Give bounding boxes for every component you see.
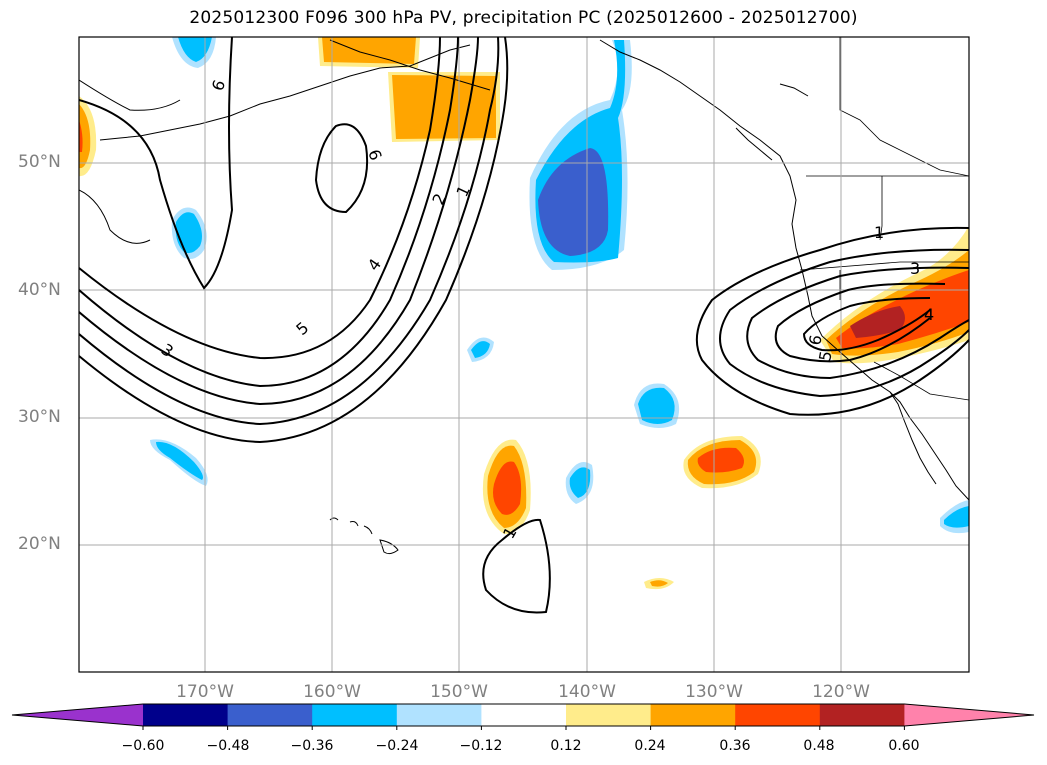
coastlines bbox=[99, 39, 969, 501]
colorbar-tick-label: 0.36 bbox=[719, 738, 751, 754]
colorbar-segment bbox=[819, 704, 905, 726]
lat-label: 20°N bbox=[18, 534, 61, 554]
contour-label: 6 bbox=[364, 147, 385, 163]
lat-label: 40°N bbox=[18, 280, 61, 300]
lon-label: 160°W bbox=[303, 682, 361, 702]
colorbar-tick-label: −0.48 bbox=[206, 738, 250, 754]
colorbar-segment bbox=[312, 704, 398, 726]
contour-labels: 6 6 2 1 4 5 3 1 3 4 6 5 1 bbox=[158, 77, 934, 542]
contour-label: 5 bbox=[292, 318, 312, 339]
contour-label: 4 bbox=[924, 305, 934, 324]
contour-label: 1 bbox=[452, 182, 474, 199]
lat-label: 50°N bbox=[18, 152, 61, 172]
colorbar-segment bbox=[396, 704, 482, 726]
contour-label: 4 bbox=[364, 255, 385, 274]
islands bbox=[329, 517, 399, 555]
colorbar-segment bbox=[735, 704, 821, 726]
contour-label: 1 bbox=[874, 223, 884, 242]
lon-label: 130°W bbox=[685, 682, 743, 702]
colorbar-segment bbox=[650, 704, 736, 726]
lat-label: 30°N bbox=[18, 407, 61, 427]
colorbar-segment bbox=[143, 704, 229, 726]
colorbar-tick-label: 0.24 bbox=[634, 738, 666, 754]
colorbar-segment bbox=[566, 704, 652, 726]
lon-label: 140°W bbox=[558, 682, 616, 702]
contour-label: 3 bbox=[910, 259, 920, 278]
graticule bbox=[79, 37, 969, 672]
pv-contours bbox=[79, 37, 969, 614]
map-plot-area: 6 6 2 1 4 5 3 1 3 4 6 5 1 bbox=[79, 37, 969, 672]
contour-label: 6 bbox=[208, 77, 229, 93]
colorbar-extend-high bbox=[904, 704, 1034, 726]
colorbar-tick-label: −0.24 bbox=[375, 738, 419, 754]
contour-label: 6 bbox=[805, 333, 825, 346]
borders bbox=[799, 37, 969, 401]
lon-label: 150°W bbox=[430, 682, 488, 702]
map-title: 2025012300 F096 300 hPa PV, precipitatio… bbox=[189, 8, 858, 28]
colorbar-tick-label: 0.48 bbox=[803, 738, 835, 754]
colorbar-tick-label: 0.60 bbox=[888, 738, 920, 754]
colorbar-segment bbox=[481, 704, 567, 726]
colorbar-tick-label: −0.60 bbox=[121, 738, 165, 754]
colorbar-extend-low bbox=[12, 704, 143, 726]
colorbar-tick-label: −0.12 bbox=[459, 738, 503, 754]
contour-label: 5 bbox=[815, 349, 835, 362]
lon-label: 170°W bbox=[176, 682, 234, 702]
map-frame bbox=[78, 36, 970, 673]
colorbar-tick-label: 0.12 bbox=[550, 738, 582, 754]
colorbar-segment bbox=[227, 704, 313, 726]
pv-contours-thin bbox=[79, 79, 181, 244]
colorbar bbox=[11, 703, 1035, 730]
colorbar-tick-label: −0.36 bbox=[290, 738, 334, 754]
lon-label: 120°W bbox=[812, 682, 870, 702]
